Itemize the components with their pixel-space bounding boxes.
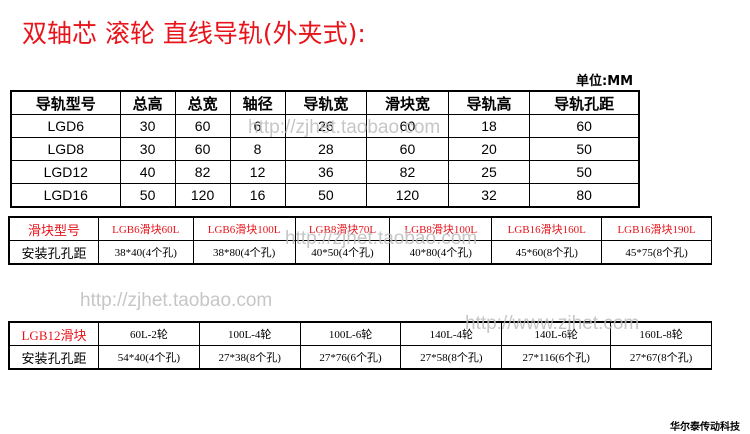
- table-cell: 轴径: [229, 90, 286, 115]
- table-cell: 40: [119, 160, 176, 184]
- table-cell: 18: [447, 114, 531, 138]
- watermark: http://zjhet.taobao.com: [80, 290, 273, 311]
- table-cell: 54*40(4个孔): [98, 345, 200, 370]
- table-row: 安装孔孔距 38*40(4个孔) 38*80(4个孔) 40*50(4个孔) 40*80…: [8, 240, 712, 265]
- company-name: 华尔泰传动科技: [670, 422, 740, 433]
- watermark: http://zjhet.taobao.com: [285, 228, 478, 249]
- table-cell: 100L-4轮: [198, 321, 301, 346]
- table-cell: 安装孔孔距: [8, 240, 99, 265]
- table-cell: LGB6滑块100L: [192, 216, 296, 241]
- watermark: http://zjhet.taobao.com: [248, 117, 441, 138]
- table-cell: 25: [447, 160, 531, 184]
- table-cell: 27*38(8个孔): [198, 345, 301, 370]
- table-cell: 36: [284, 160, 368, 184]
- table-cell: 12: [229, 160, 286, 184]
- table-cell: 27*58(8个孔): [400, 345, 503, 370]
- table-cell: 50: [119, 183, 176, 208]
- table-row: LGD8 30 60 8 28 60 20 50: [10, 137, 640, 161]
- table-cell: 60: [366, 137, 449, 161]
- table-cell: 16: [229, 183, 286, 208]
- table-cell: 27*76(6个孔): [299, 345, 402, 370]
- table-cell: 30: [119, 137, 176, 161]
- rail-spec-table: 导轨型号 总高 总宽 轴径 导轨宽 滑块宽 导轨高 导轨孔距 LGD6 30 60 6 26 60 18 60…: [10, 90, 640, 208]
- table-cell: LGB16滑块160L: [491, 216, 603, 241]
- table-cell: 40*80(4个孔): [389, 240, 493, 265]
- watermark: http://www.zjhet.com: [465, 313, 640, 334]
- table-cell: 120: [366, 183, 449, 208]
- table-cell: 27*67(8个孔): [610, 345, 712, 370]
- table-cell: 32: [447, 183, 531, 208]
- block-spec-table: 滑块型号 LGB6滑块60L LGB6滑块100L LGB8滑块70L LGB8滑块10…: [8, 216, 712, 265]
- table-cell: 30: [119, 114, 176, 138]
- table-cell: 滑块型号: [8, 216, 99, 241]
- table-cell: 26: [284, 114, 368, 138]
- table-row: LGD12 40 82 12 36 82 25 50: [10, 160, 640, 184]
- table-cell: 总高: [119, 90, 176, 115]
- table-cell: 27*116(6个孔): [501, 345, 612, 370]
- table-cell: 滑块宽: [366, 90, 449, 115]
- table-cell: 80: [529, 183, 640, 208]
- table-cell: 140L-6轮: [501, 321, 612, 346]
- table-cell: 45*60(8个孔): [491, 240, 603, 265]
- table-cell: 160L-8轮: [610, 321, 712, 346]
- table-cell: 100L-6轮: [299, 321, 402, 346]
- table-cell: LGD16: [10, 183, 121, 208]
- table-cell: 140L-4轮: [400, 321, 503, 346]
- table-cell: 20: [447, 137, 531, 161]
- table-cell: 导轨高: [447, 90, 531, 115]
- table-cell: 8: [229, 137, 286, 161]
- table-cell: LGB16滑块190L: [601, 216, 712, 241]
- table-cell: 60: [174, 137, 231, 161]
- page-title: 双轴芯 滚轮 直线导轨(外夹式):: [22, 19, 366, 48]
- table-cell: 50: [529, 137, 640, 161]
- table-cell: 60: [174, 114, 231, 138]
- table-cell: 45*75(8个孔): [601, 240, 712, 265]
- table-cell: LGD8: [10, 137, 121, 161]
- table-cell: LGB12滑块: [8, 321, 99, 346]
- table-cell: 38*80(4个孔): [192, 240, 296, 265]
- table-cell: 28: [284, 137, 368, 161]
- table-cell: 120: [174, 183, 231, 208]
- table-cell: 60: [529, 114, 640, 138]
- table-cell: LGD6: [10, 114, 121, 138]
- table-row: 安装孔孔距 54*40(4个孔) 27*38(8个孔) 27*76(6个孔) 27*58…: [8, 345, 712, 370]
- table-cell: 导轨型号: [10, 90, 121, 115]
- table-row: LGD6 30 60 6 26 60 18 60: [10, 114, 640, 138]
- table-cell: 安装孔孔距: [8, 345, 99, 370]
- table-row: 滑块型号 LGB6滑块60L LGB6滑块100L LGB8滑块70L LGB8滑块10…: [8, 216, 712, 241]
- table-cell: 50: [284, 183, 368, 208]
- table-cell: LGD12: [10, 160, 121, 184]
- table-row: LGB12滑块 60L-2轮 100L-4轮 100L-6轮 140L-4轮 140L-6…: [8, 321, 712, 346]
- table-cell: 导轨孔距: [529, 90, 640, 115]
- table-cell: LGB6滑块60L: [98, 216, 194, 241]
- table-cell: 总宽: [174, 90, 231, 115]
- table-cell: 40*50(4个孔): [294, 240, 391, 265]
- table-cell: LGB8滑块70L: [294, 216, 391, 241]
- table-row: 导轨型号 总高 总宽 轴径 导轨宽 滑块宽 导轨高 导轨孔距: [10, 90, 640, 115]
- table-cell: 6: [229, 114, 286, 138]
- table-row: LGD16 50 120 16 50 120 32 80: [10, 183, 640, 208]
- table-cell: 50: [529, 160, 640, 184]
- table-cell: 82: [366, 160, 449, 184]
- table-cell: 导轨宽: [284, 90, 368, 115]
- table-cell: 82: [174, 160, 231, 184]
- table-cell: 38*40(4个孔): [98, 240, 194, 265]
- lgb12-spec-table: LGB12滑块 60L-2轮 100L-4轮 100L-6轮 140L-4轮 140L-6…: [8, 321, 712, 370]
- unit-label: 单位:MM: [576, 74, 634, 89]
- table-cell: 60L-2轮: [98, 321, 200, 346]
